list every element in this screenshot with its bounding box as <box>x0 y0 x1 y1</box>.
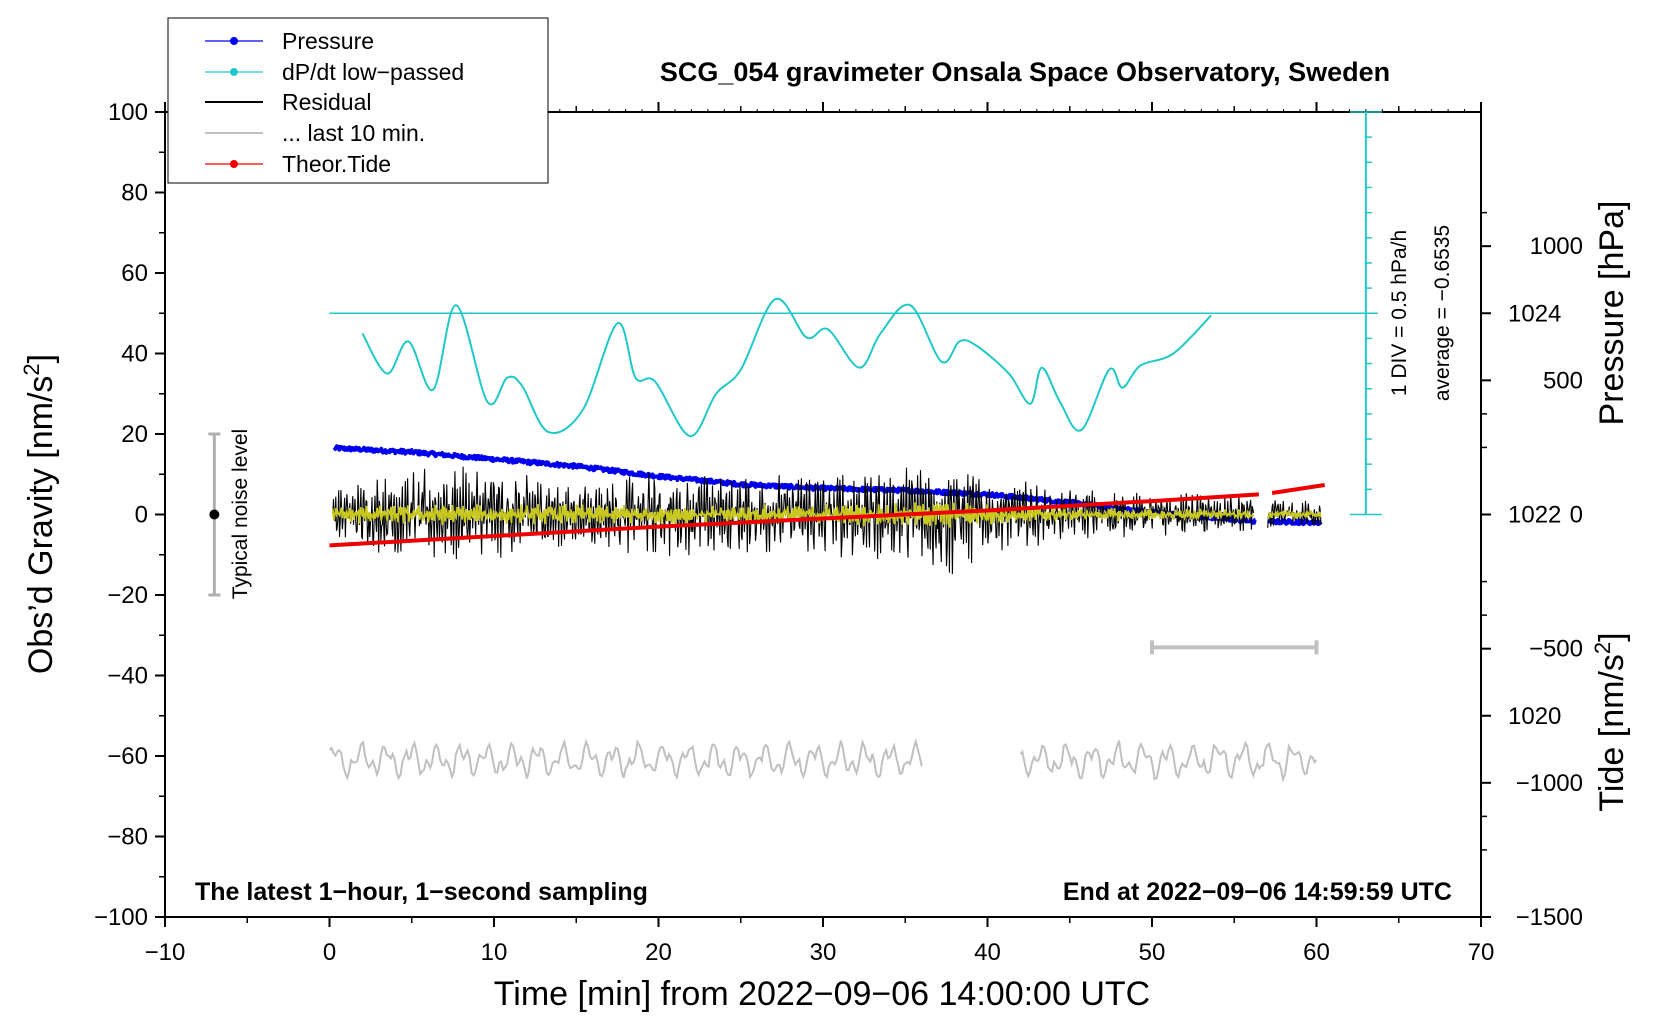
x-tick-label-2: 10 <box>481 939 508 966</box>
legend: Pressure dP/dt low−passed Residual ... l… <box>167 17 549 184</box>
legend-label-tide: Theor.Tide <box>282 151 391 177</box>
x-tick-label-7: 60 <box>1303 939 1330 966</box>
noise-bar-center <box>209 509 220 520</box>
y-axis-title-gravity: Obs’d Gravity [nm/s2] <box>19 354 60 674</box>
x-tick-label-0: −10 <box>145 939 186 966</box>
x-tick-label-8: 70 <box>1468 939 1495 966</box>
y-tick-label-tide-1: 500 <box>1543 367 1583 394</box>
x-tick-label-1: 0 <box>323 939 336 966</box>
y-tick-label-tide-5: −1500 <box>1516 904 1583 931</box>
series-dp-dt-low-passed <box>361 298 1212 437</box>
dpdt-average-label: average = −0.6535 <box>1431 225 1454 401</box>
pressure-line-segment-0 <box>332 444 1257 525</box>
x-tick-label-4: 30 <box>810 939 837 966</box>
y-axis-title-tide: Tide [nm/s2] <box>1590 632 1631 811</box>
annotations <box>208 111 1382 655</box>
y-tick-label-gravity-7: −40 <box>107 663 148 690</box>
last10-line-segment-1 <box>1019 740 1318 783</box>
y-tick-label-tide-2: 0 <box>1570 502 1583 529</box>
dpdt-scale-label: 1 DIV = 0.5 hPa/h <box>1388 230 1411 396</box>
legend-label-residual: Residual <box>282 89 372 115</box>
dpdt-line <box>361 298 1212 437</box>
series--last-10-min- <box>328 737 1318 783</box>
y-tick-label-gravity-5: 0 <box>135 502 148 529</box>
residual-filtered-line <box>331 502 1322 528</box>
x-tick-label-3: 20 <box>645 939 672 966</box>
y-tick-label-tide-4: −1000 <box>1516 770 1583 797</box>
y-tick-label-gravity-10: −100 <box>94 904 148 931</box>
y-tick-label-tide-3: −500 <box>1529 636 1583 663</box>
series-residual-filtered <box>331 502 1322 528</box>
y-tick-label-gravity-8: −60 <box>107 743 148 770</box>
tide-line-segment-1 <box>1271 483 1326 495</box>
y-tick-label-gravity-1: 80 <box>121 180 148 207</box>
y-tick-label-gravity-9: −80 <box>107 824 148 851</box>
y-axis-title-pressure: Pressure [hPa] <box>1593 201 1631 426</box>
legend-label-dpdt: dP/dt low−passed <box>282 59 464 85</box>
x-axis-title: Time [min] from 2022−09−06 14:00:00 UTC <box>494 975 1150 1013</box>
y-tick-label-gravity-2: 60 <box>121 260 148 287</box>
axes: −10 0 10 20 30 40 50 60 70100806040200−20−40−60−… <box>94 99 1583 966</box>
y-tick-label-gravity-0: 100 <box>108 99 148 126</box>
legend-label-last10: ... last 10 min. <box>282 120 425 146</box>
legend-box <box>167 17 549 184</box>
bottom-right-note: End at 2022−09−06 14:59:59 UTC <box>1063 878 1452 906</box>
x-tick-label-6: 50 <box>1139 939 1166 966</box>
legend-marker-dpdt <box>230 68 238 76</box>
y-tick-label-pressure-1: 1022 <box>1508 502 1561 529</box>
noise-label: Typical noise level <box>229 429 252 599</box>
chart-title: SCG_054 gravimeter Onsala Space Observat… <box>660 57 1390 87</box>
y-tick-label-gravity-6: −20 <box>107 582 148 609</box>
y-tick-label-gravity-3: 40 <box>121 341 148 368</box>
legend-marker-pressure <box>230 37 238 45</box>
bottom-left-note: The latest 1−hour, 1−second sampling <box>195 878 648 906</box>
y-tick-label-pressure-0: 1024 <box>1508 300 1561 327</box>
series <box>328 298 1326 783</box>
y-tick-label-gravity-4: 20 <box>121 421 148 448</box>
y-tick-label-pressure-2: 1020 <box>1508 703 1561 730</box>
y-tick-label-tide-0: 1000 <box>1530 233 1583 260</box>
legend-label-pressure: Pressure <box>282 28 374 54</box>
series-theor-tide <box>329 483 1326 548</box>
tide-line-segment-0 <box>329 492 1260 548</box>
last10-line-segment-0 <box>328 737 923 781</box>
x-tick-label-5: 40 <box>974 939 1001 966</box>
legend-marker-tide <box>230 160 238 168</box>
